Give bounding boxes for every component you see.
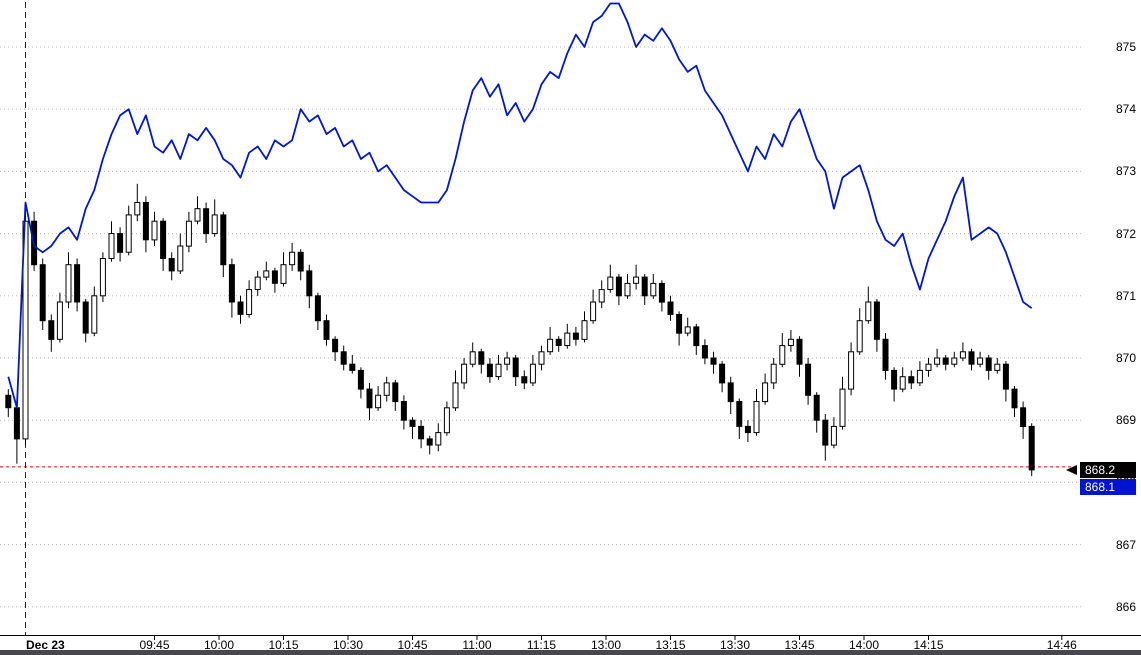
gridlines [0,46,1082,608]
y-axis-label: 873 [1116,164,1137,179]
x-axis-label: 13:00 [590,638,622,652]
y-axis-label: 871 [1116,288,1137,303]
x-axis-label: 10:30 [332,638,364,652]
secondary-price-tag: 868.1 [1080,479,1136,495]
x-axis-label: 10:15 [268,638,299,652]
y-axis-label: 872 [1116,226,1137,241]
x-axis-label: 10:00 [203,638,235,652]
y-axis-label: 866 [1116,599,1137,614]
x-axis-label: 13:30 [719,638,751,652]
y-axis-label: 867 [1116,537,1137,552]
window-bottom-edge [0,650,1141,655]
x-axis-label: 14:00 [848,638,880,652]
last-price-arrow-icon [1066,465,1077,475]
y-axis-label: 875 [1116,40,1137,54]
y-axis-label: 870 [1116,351,1137,365]
x-axis-label: 13:15 [655,638,686,652]
x-axis-label: 11:00 [462,638,492,652]
line-series [7,2,1033,409]
x-axis-label: 14:15 [913,638,944,652]
x-axis-label: 13:45 [784,638,815,652]
y-axis-label: 874 [1116,102,1137,117]
x-axis-label: 14:46 [1046,638,1077,652]
y-axis-label: 869 [1116,413,1137,428]
x-axis-label: 11:15 [526,638,557,652]
x-axis-label: 10:45 [397,638,428,652]
last-price-tag: 868.2 [1080,462,1136,478]
date-label: Dec 23 [26,638,65,652]
candle-series [5,183,1035,477]
x-axis [0,635,1141,640]
x-axis-label: 09:45 [139,638,170,652]
